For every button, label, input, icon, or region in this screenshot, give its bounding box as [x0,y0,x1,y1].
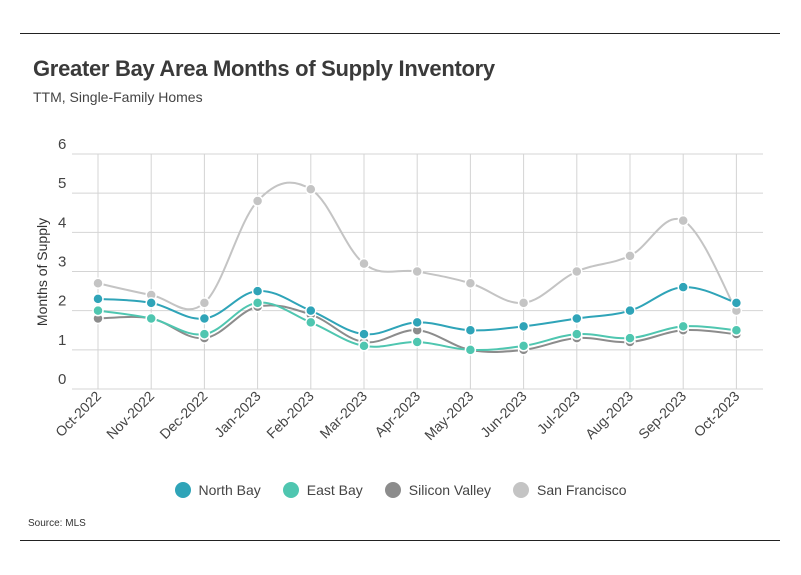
data-point-san-francisco [464,277,477,289]
x-tick-label: Oct-2022 [52,388,104,440]
data-point-san-francisco [92,277,104,289]
data-point-east-bay [464,344,477,356]
bottom-rule [20,540,780,541]
data-point-san-francisco [624,250,636,262]
y-axis-label: Months of Supply [34,218,50,326]
legend: North Bay East Bay Silicon Valley San Franc… [0,482,801,498]
data-point-san-francisco [677,214,689,227]
data-point-north-bay [571,312,583,325]
data-point-east-bay [677,320,689,333]
x-tick-label: Dec-2022 [156,388,210,442]
x-tick-label: Sep-2023 [635,388,689,442]
data-point-san-francisco [198,297,211,309]
data-point-san-francisco [358,257,370,270]
data-point-north-bay [145,297,157,309]
data-point-east-bay [198,328,211,340]
x-tick-label: Oct-2023 [690,388,742,440]
data-point-east-bay [92,304,104,317]
data-point-east-bay [411,336,423,348]
y-tick-label: 6 [58,136,66,153]
y-tick-label: 4 [58,214,66,231]
chart-title: Greater Bay Area Months of Supply Invent… [33,56,495,81]
x-tick-label: May-2023 [421,388,476,443]
legend-item-silicon-valley: Silicon Valley [384,482,492,498]
data-point-north-bay [624,304,636,317]
legend-label: Silicon Valley [408,482,492,498]
x-tick-label: Feb-2023 [263,388,317,442]
series-north-bay [92,281,743,340]
chart-subtitle: TTM, Single-Family Homes [33,89,203,105]
data-point-east-bay [145,312,157,325]
data-point-east-bay [730,324,743,336]
data-point-san-francisco [517,297,530,309]
data-point-north-bay [251,285,264,297]
legend-item-east-bay: East Bay [282,482,363,498]
data-point-east-bay [251,297,264,309]
x-tick-label: Jun-2023 [477,388,530,441]
legend-swatch [513,482,530,498]
x-tick-label: Jul-2023 [534,388,583,437]
legend-label: North Bay [198,482,261,498]
data-point-east-bay [624,332,636,344]
legend-item-north-bay: North Bay [174,482,261,498]
data-point-north-bay [677,281,689,293]
series-san-francisco [92,181,743,317]
y-tick-label: 1 [58,332,66,349]
data-point-north-bay [411,316,423,329]
x-tick-label: Apr-2023 [371,388,423,440]
y-tick-label: 5 [58,175,66,192]
y-tick-label: 3 [58,254,66,271]
legend-swatch [282,482,299,498]
legend-swatch [174,482,191,498]
legend-item-san-francisco: San Francisco [513,482,627,498]
data-point-north-bay [198,312,211,325]
source-note: Source: MLS [28,518,86,529]
x-tick-label: Nov-2022 [103,388,157,442]
series-lines [92,181,743,356]
series-east-bay [92,297,743,356]
data-point-east-bay [571,328,583,340]
data-point-san-francisco [251,195,264,207]
y-tick-label: 0 [58,371,66,388]
legend-swatch [384,482,401,498]
top-rule [20,33,780,34]
data-point-east-bay [305,316,317,329]
legend-label: East Bay [306,482,363,498]
y-tick-label: 2 [58,293,66,310]
x-tick-label: Mar-2023 [316,388,370,442]
y-axis-ticks: 0 1 2 3 4 5 6 [58,136,66,388]
x-tick-label: Aug-2023 [582,388,636,442]
grid [72,153,763,390]
data-point-north-bay [517,320,530,333]
data-point-north-bay [358,328,370,340]
data-point-san-francisco [305,183,317,195]
data-point-san-francisco [411,265,423,278]
data-point-north-bay [305,304,317,317]
data-point-north-bay [730,297,743,309]
x-tick-label: Jan-2023 [211,388,264,441]
legend-label: San Francisco [537,482,627,498]
data-point-east-bay [517,340,530,352]
data-point-east-bay [358,340,370,352]
data-point-north-bay [92,293,104,305]
data-point-san-francisco [571,265,583,278]
data-point-north-bay [464,324,477,336]
